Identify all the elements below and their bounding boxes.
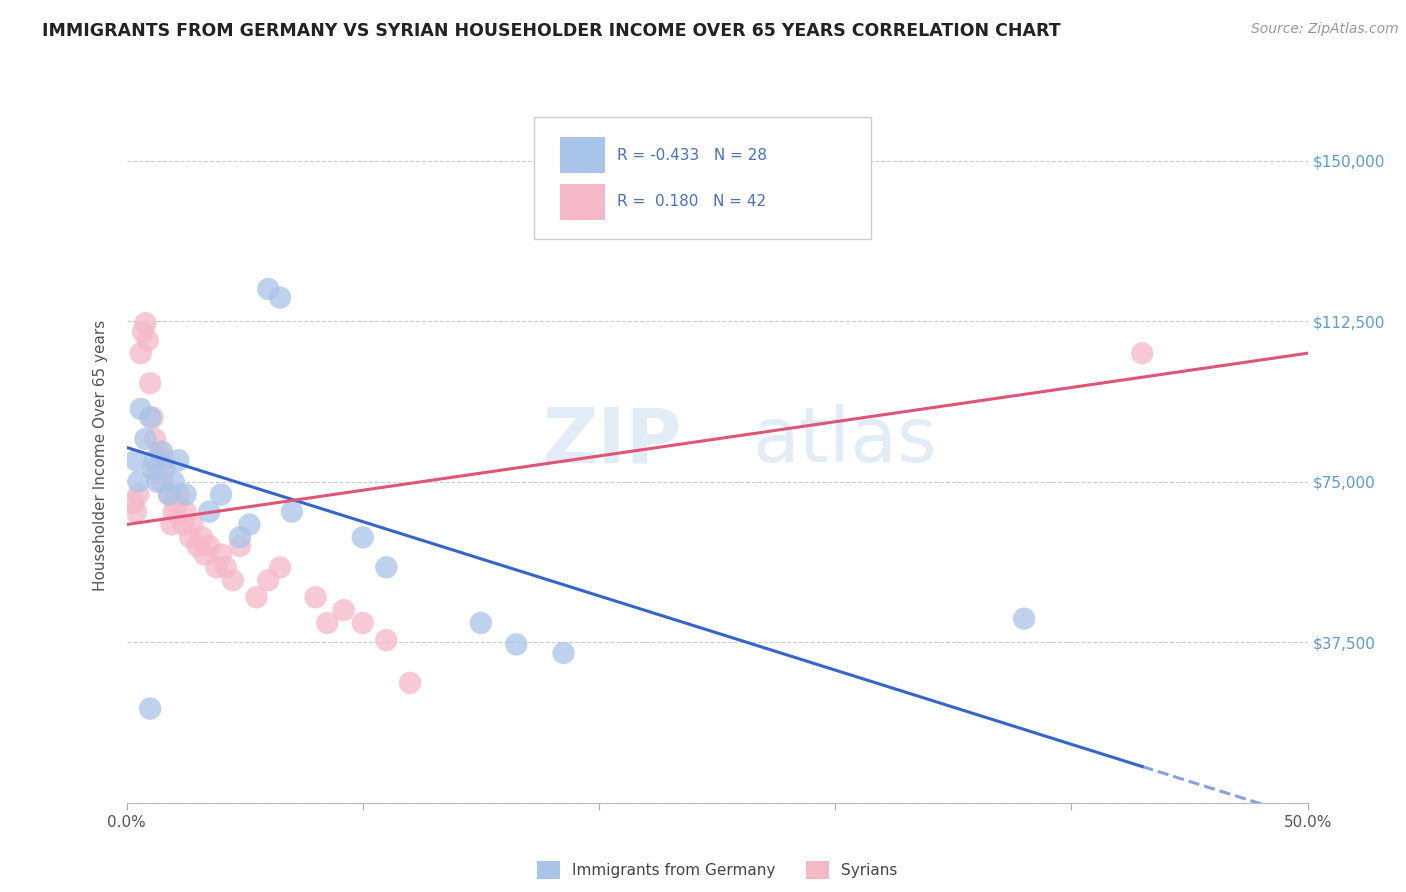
Point <box>160 517 183 532</box>
Point <box>304 591 326 605</box>
Point <box>125 453 148 467</box>
Bar <box>560 137 605 173</box>
Point <box>553 646 575 660</box>
Point <box>470 615 492 630</box>
Point <box>229 539 252 553</box>
Point <box>399 676 422 690</box>
Point <box>141 410 163 425</box>
Point <box>127 475 149 489</box>
Point <box>198 539 221 553</box>
Point <box>229 530 252 544</box>
Point <box>352 530 374 544</box>
Point <box>122 496 145 510</box>
Point <box>191 530 214 544</box>
Y-axis label: Householder Income Over 65 years: Householder Income Over 65 years <box>93 319 108 591</box>
Point <box>139 701 162 715</box>
Point <box>132 325 155 339</box>
Point <box>129 346 152 360</box>
Point <box>281 505 304 519</box>
Text: R = -0.433   N = 28: R = -0.433 N = 28 <box>617 147 766 162</box>
Point <box>269 291 291 305</box>
Point <box>333 603 356 617</box>
Text: atlas: atlas <box>752 404 938 478</box>
Point <box>505 637 527 651</box>
Point <box>167 453 190 467</box>
Point <box>238 517 260 532</box>
Point <box>127 487 149 501</box>
Point <box>269 560 291 574</box>
Point <box>1130 346 1153 360</box>
Point <box>129 401 152 416</box>
Point <box>163 475 186 489</box>
Point <box>172 517 194 532</box>
Point <box>174 487 197 501</box>
Point <box>136 334 159 348</box>
Point <box>181 517 204 532</box>
FancyBboxPatch shape <box>534 118 870 239</box>
Point <box>352 615 374 630</box>
Point <box>179 530 201 544</box>
Point <box>198 505 221 519</box>
Point <box>143 432 166 446</box>
Text: R =  0.180   N = 42: R = 0.180 N = 42 <box>617 194 766 209</box>
Point <box>134 432 156 446</box>
Point <box>209 487 232 501</box>
Point <box>150 475 173 489</box>
Point <box>193 548 215 562</box>
Point <box>139 376 162 391</box>
Point <box>149 444 172 458</box>
Point <box>157 487 180 501</box>
Point <box>153 462 176 476</box>
Point <box>257 573 280 587</box>
Point <box>222 573 245 587</box>
Point <box>174 505 197 519</box>
Point <box>316 615 339 630</box>
Point <box>134 316 156 330</box>
Text: IMMIGRANTS FROM GERMANY VS SYRIAN HOUSEHOLDER INCOME OVER 65 YEARS CORRELATION C: IMMIGRANTS FROM GERMANY VS SYRIAN HOUSEH… <box>42 22 1060 40</box>
Point <box>215 560 238 574</box>
Point <box>165 496 187 510</box>
Point <box>157 487 180 501</box>
Point <box>125 505 148 519</box>
Point <box>167 487 190 501</box>
Point <box>186 539 208 553</box>
Text: ZIP: ZIP <box>543 404 682 478</box>
Point <box>205 560 228 574</box>
Point <box>143 453 166 467</box>
Point <box>245 591 267 605</box>
Point <box>139 410 162 425</box>
Point <box>146 475 169 489</box>
Point <box>209 548 232 562</box>
Legend: Immigrants from Germany, Syrians: Immigrants from Germany, Syrians <box>530 855 904 886</box>
Text: Source: ZipAtlas.com: Source: ZipAtlas.com <box>1251 22 1399 37</box>
Point <box>146 462 169 476</box>
Point <box>375 560 398 574</box>
Point <box>153 453 176 467</box>
Point <box>257 282 280 296</box>
Point <box>150 444 173 458</box>
Point <box>1012 612 1035 626</box>
Bar <box>560 184 605 219</box>
Point <box>141 462 163 476</box>
Point <box>163 505 186 519</box>
Point <box>375 633 398 648</box>
